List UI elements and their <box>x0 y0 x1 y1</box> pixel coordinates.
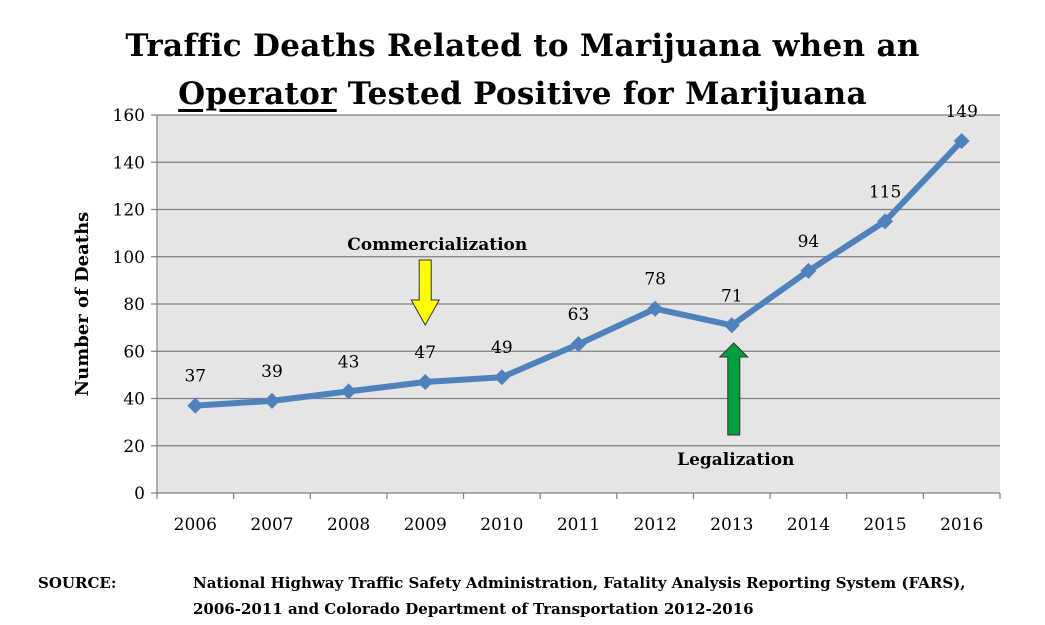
arrow-up-icon <box>718 342 749 436</box>
y-tick-label: 100 <box>113 248 145 268</box>
x-tick-label: 2013 <box>710 515 753 535</box>
data-label: 43 <box>338 352 360 372</box>
x-tick-label: 2006 <box>174 515 217 535</box>
data-label: 37 <box>184 367 206 387</box>
data-label: 47 <box>414 343 436 363</box>
y-axis: 0 20 40 60 80 100 120 140 160 <box>113 106 158 504</box>
data-label: 149 <box>945 102 977 122</box>
annotations: Commercialization Legalization <box>347 235 794 470</box>
data-point <box>570 336 587 353</box>
chart-title-line2: Operator Tested Positive for Marijuana <box>0 76 1045 112</box>
x-tick-label: 2012 <box>634 515 677 535</box>
data-point <box>953 132 970 149</box>
chart-title-line1: Traffic Deaths Related to Marijuana when… <box>125 28 920 64</box>
data-label: 63 <box>568 305 590 325</box>
x-tick-label: 2011 <box>557 515 600 535</box>
x-tick-label: 2007 <box>250 515 293 535</box>
x-tick-label: 2008 <box>327 515 370 535</box>
chart-title-underlined-word: Operator <box>178 76 337 112</box>
x-axis: 2006 2007 2008 2009 2010 2011 2012 2013 2014 2015… <box>156 492 1001 535</box>
y-tick-label: 60 <box>123 342 145 362</box>
y-axis-label: Number of Deaths <box>72 212 93 397</box>
data-point <box>263 392 280 409</box>
arrow-down-icon <box>410 259 441 327</box>
annotation-legalization: Legalization <box>677 450 794 470</box>
data-point <box>800 262 817 279</box>
source-line-1: National Highway Traffic Safety Administ… <box>193 574 966 592</box>
x-tick-label: 2016 <box>940 515 983 535</box>
data-point <box>340 383 357 400</box>
data-point <box>647 300 664 317</box>
data-point <box>417 373 434 390</box>
annotation-commercialization: Commercialization <box>347 235 527 255</box>
source-text: National Highway Traffic Safety Administ… <box>193 570 1033 622</box>
data-label: 39 <box>261 362 283 382</box>
x-tick-label: 2015 <box>863 515 906 535</box>
y-tick-label: 80 <box>123 295 145 315</box>
data-point <box>877 213 894 230</box>
data-label: 49 <box>491 338 513 358</box>
y-tick-label: 40 <box>123 390 145 410</box>
x-tick-label: 2014 <box>787 515 830 535</box>
series-traffic-deaths <box>187 132 970 414</box>
data-point <box>723 317 740 334</box>
x-tick-label: 2009 <box>404 515 447 535</box>
data-label: 71 <box>721 286 743 306</box>
source-label: SOURCE: <box>38 574 117 592</box>
data-point <box>187 397 204 414</box>
y-tick-label: 20 <box>123 437 145 457</box>
y-tick-label: 140 <box>113 153 145 173</box>
data-label: 94 <box>798 232 820 252</box>
data-point <box>493 369 510 386</box>
data-label: 78 <box>644 270 666 290</box>
y-tick-label: 160 <box>113 106 145 126</box>
data-labels: 37 39 43 47 49 63 78 71 94 115 149 <box>184 102 977 387</box>
source-line-2: 2006-2011 and Colorado Department of Tra… <box>193 600 754 618</box>
data-label: 115 <box>869 182 901 202</box>
x-tick-label: 2010 <box>480 515 523 535</box>
y-tick-label: 120 <box>113 201 145 221</box>
y-tick-label: 0 <box>134 484 145 504</box>
chart-title-line2-rest: Tested Positive for Marijuana <box>336 76 867 112</box>
